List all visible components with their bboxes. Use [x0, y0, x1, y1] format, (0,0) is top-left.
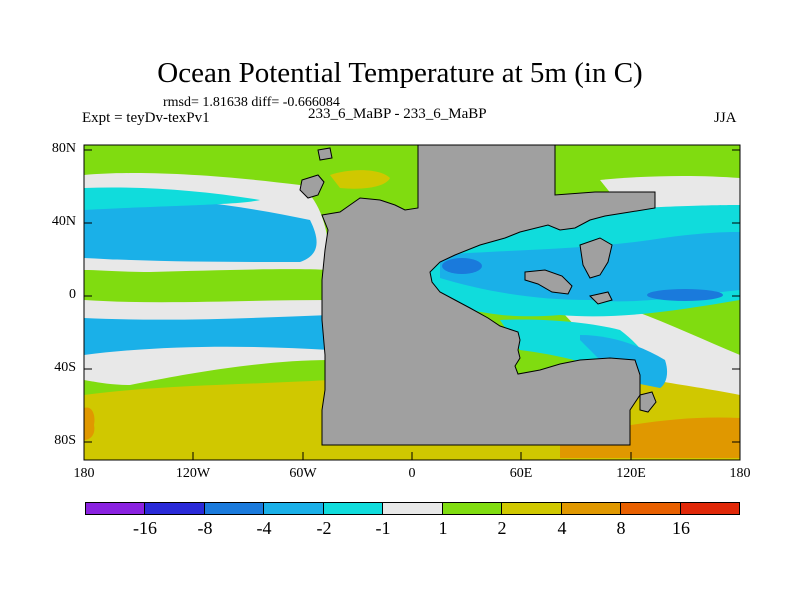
colorbar-swatch [502, 503, 562, 514]
deep-blue-patch-west [442, 258, 482, 274]
x-tick-label: 60W [289, 466, 317, 481]
south-pacific-blue [84, 315, 330, 355]
y-tick-label: 40S [54, 360, 76, 375]
colorbar-swatch [145, 503, 205, 514]
island-east-2 [524, 269, 573, 295]
colorbar-swatch [383, 503, 443, 514]
case-labels: 233_6_MaBP - 233_6_MaBP [308, 106, 487, 122]
x-tick-label: 60E [509, 466, 533, 481]
southern-orange-patch-west [84, 407, 95, 440]
colorbar-swatch [86, 503, 146, 514]
axis-ticks [83, 149, 741, 460]
x-tick-label: 0 [408, 466, 416, 481]
colorbar-label: -16 [133, 518, 157, 538]
colorbar-swatch [561, 503, 622, 514]
colorbar-swatch [680, 503, 739, 514]
experiment-label: Expt = teyDv-texPv1 [82, 110, 210, 126]
y-tick-label: 80S [54, 433, 76, 448]
colorbar-label: -8 [197, 518, 213, 538]
green-patch-south [528, 358, 548, 372]
y-tick-label: 80N [51, 141, 76, 156]
colorbar-label: 16 [672, 518, 690, 538]
island-north [299, 174, 325, 199]
colorbar-swatch [323, 503, 384, 514]
colorbar-label: 2 [497, 518, 507, 538]
map-panel [83, 144, 741, 461]
island-east-3 [589, 291, 613, 305]
x-tick-label: 120W [175, 466, 211, 481]
colorbar-label: -4 [256, 518, 272, 538]
island-south-east [639, 391, 657, 413]
north-pacific-blue [84, 195, 317, 262]
colorbar-label: -2 [316, 518, 332, 538]
x-tick-label: 120E [616, 466, 646, 481]
deep-blue-patch-east [647, 289, 723, 301]
colorbar-label: 8 [616, 518, 626, 538]
colorbar-label: -1 [375, 518, 391, 538]
southeast-white-band [560, 290, 740, 395]
rmsd-diff-stats: rmsd= 1.81638 diff= -0.666084 [163, 95, 340, 110]
colorbar-swatch [204, 503, 265, 514]
colorbar-swatch [621, 503, 681, 514]
colorbar-label: 1 [438, 518, 448, 538]
colorbar [85, 502, 740, 515]
y-tick-label: 0 [69, 287, 76, 302]
map-title: Ocean Potential Temperature at 5m (in C) [157, 57, 643, 89]
x-tick-label: 180 [73, 466, 95, 481]
arctic-yellow-patch [330, 170, 390, 189]
southern-orange-patch-east [560, 417, 740, 458]
season-label: JJA [714, 110, 737, 126]
x-tick-label: 180 [729, 466, 751, 481]
y-tick-label: 40N [51, 214, 76, 229]
colorbar-swatch [442, 503, 503, 514]
north-atlantic-cyan [84, 187, 260, 210]
colorbar-swatch [264, 503, 324, 514]
island-east-1 [579, 237, 613, 279]
island-arctic [317, 147, 333, 161]
land-main [321, 144, 656, 446]
colorbar-label: 4 [557, 518, 567, 538]
